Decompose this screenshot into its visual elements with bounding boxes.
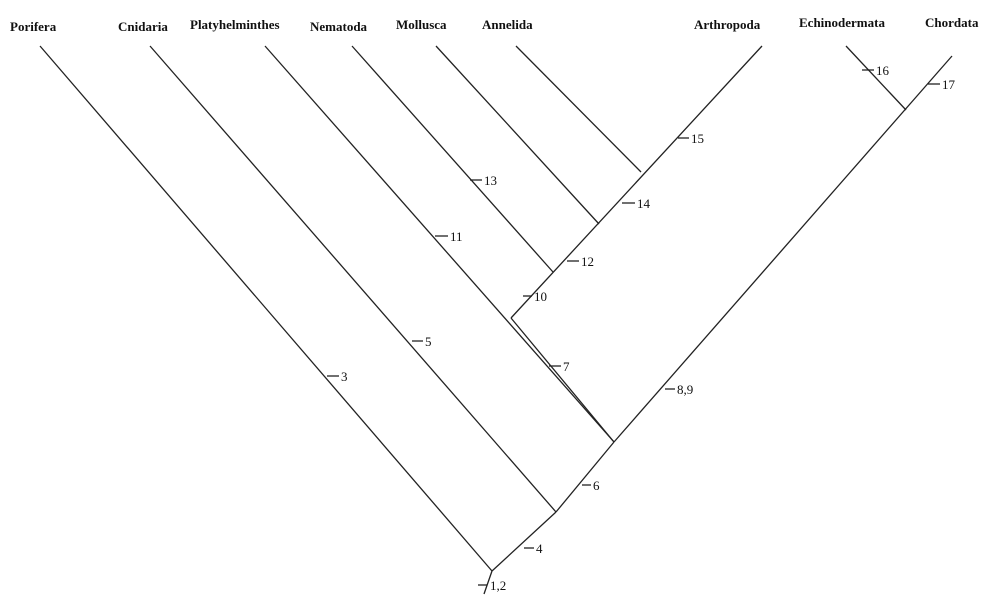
taxon-annelida: Annelida [482,17,533,32]
branch-spine-a [491,511,557,572]
branch-protostome [510,317,615,443]
taxon-echinodermata: Echinodermata [799,15,885,30]
char-label-3: 3 [341,369,348,384]
branch-nematoda [351,45,554,273]
char-label-17: 17 [942,77,956,92]
taxon-cnidaria: Cnidaria [118,19,168,34]
taxon-nematoda: Nematoda [310,19,368,34]
branch-root [483,570,493,595]
char-label-16: 16 [876,63,890,78]
taxon-porifera: Porifera [10,19,57,34]
char-label-5: 5 [425,334,432,349]
branch-platyhelminthes [264,45,615,443]
branch-spine-b [555,441,615,513]
char-label-8-9: 8,9 [677,382,693,397]
char-label-1-2: 1,2 [490,578,506,593]
char-label-6: 6 [593,478,600,493]
char-label-12: 12 [581,254,594,269]
char-label-14: 14 [637,196,651,211]
branch-chordata [613,55,953,443]
char-label-4: 4 [536,541,543,556]
taxon-arthropoda: Arthropoda [694,17,761,32]
char-label-7: 7 [563,359,570,374]
character-ticks [327,69,940,586]
branch-annelida [515,45,642,173]
char-label-13: 13 [484,173,497,188]
branch-echinodermata [845,45,907,111]
character-labels: 1,2 3 4 5 6 7 8,9 10 11 12 13 14 15 16 1… [341,63,956,593]
taxon-chordata: Chordata [925,15,979,30]
char-label-11: 11 [450,229,463,244]
char-label-15: 15 [691,131,704,146]
branch-arthropoda [510,45,763,319]
taxon-mollusca: Mollusca [396,17,447,32]
branch-mollusca [435,45,600,225]
char-label-10: 10 [534,289,547,304]
branch-porifera [39,45,493,572]
branch-cnidaria [149,45,557,513]
branches [39,45,953,595]
taxon-platyhelminthes: Platyhelminthes [190,17,280,32]
taxon-labels: Porifera Cnidaria Platyhelminthes Nemato… [10,15,979,34]
